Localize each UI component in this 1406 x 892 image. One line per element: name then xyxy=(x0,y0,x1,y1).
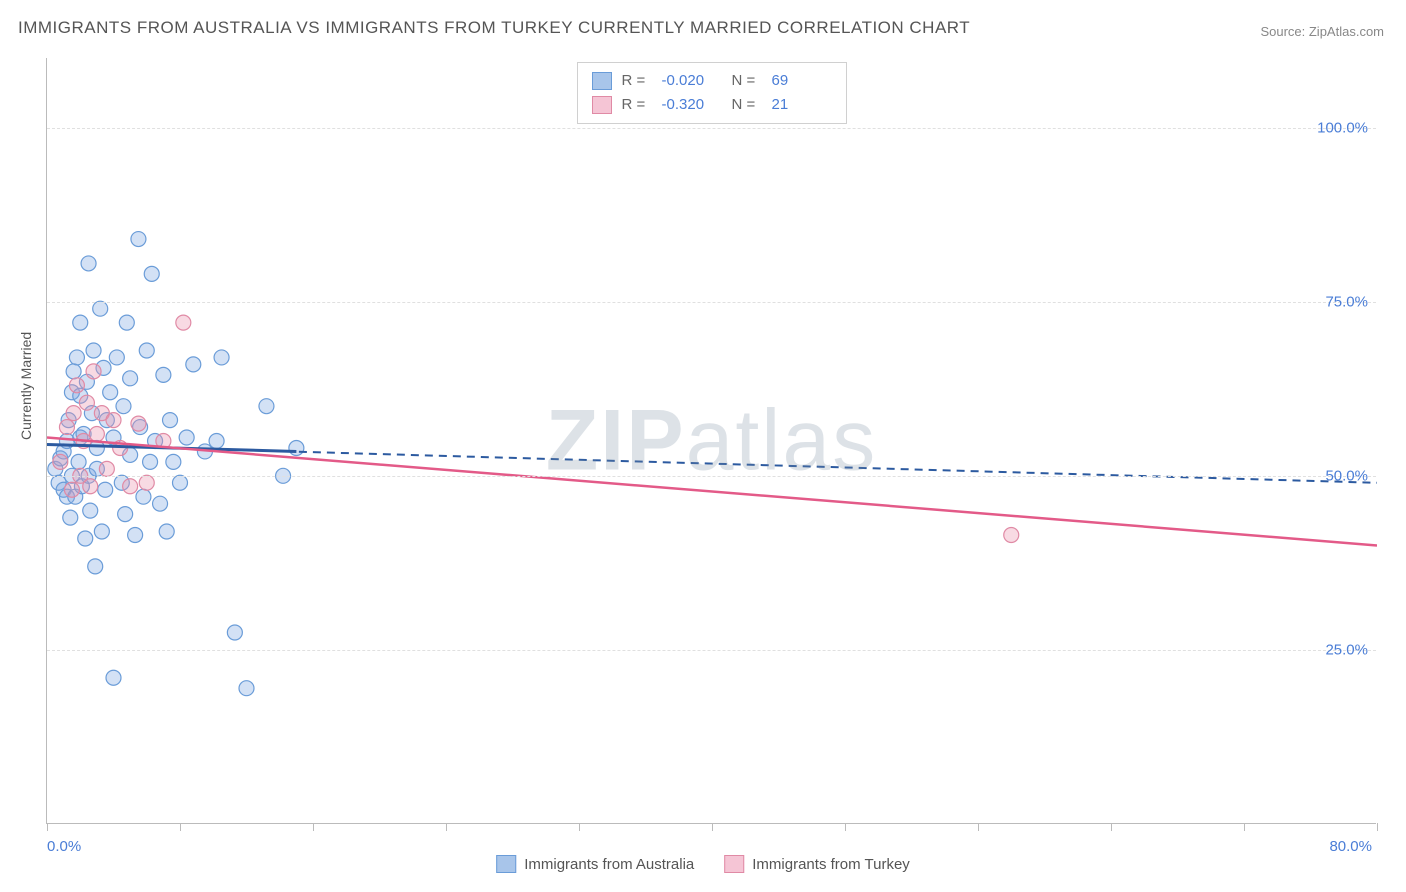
swatch-australia-icon xyxy=(496,855,516,873)
series-legend: Immigrants from Australia Immigrants fro… xyxy=(496,855,910,873)
y-axis-label: Currently Married xyxy=(18,332,34,440)
legend-item-turkey: Immigrants from Turkey xyxy=(724,855,910,873)
swatch-turkey-icon xyxy=(724,855,744,873)
r-value-turkey: -0.320 xyxy=(662,93,722,117)
n-label: N = xyxy=(732,69,762,93)
source-credit: Source: ZipAtlas.com xyxy=(1260,24,1384,39)
plot-svg xyxy=(47,58,1377,824)
correlation-legend: R = -0.020 N = 69 R = -0.320 N = 21 xyxy=(577,62,847,124)
legend-label-turkey: Immigrants from Turkey xyxy=(752,856,910,873)
swatch-turkey xyxy=(592,96,612,114)
r-label: R = xyxy=(622,69,652,93)
n-value-turkey: 21 xyxy=(772,93,832,117)
r-value-australia: -0.020 xyxy=(662,69,722,93)
legend-row-australia: R = -0.020 N = 69 xyxy=(592,69,832,93)
chart-area: ZIPatlas R = -0.020 N = 69 R = -0.320 N … xyxy=(46,58,1376,824)
r-label: R = xyxy=(622,93,652,117)
legend-row-turkey: R = -0.320 N = 21 xyxy=(592,93,832,117)
legend-label-australia: Immigrants from Australia xyxy=(524,856,694,873)
legend-item-australia: Immigrants from Australia xyxy=(496,855,694,873)
n-label: N = xyxy=(732,93,762,117)
n-value-australia: 69 xyxy=(772,69,832,93)
chart-title: IMMIGRANTS FROM AUSTRALIA VS IMMIGRANTS … xyxy=(18,18,970,38)
swatch-australia xyxy=(592,72,612,90)
